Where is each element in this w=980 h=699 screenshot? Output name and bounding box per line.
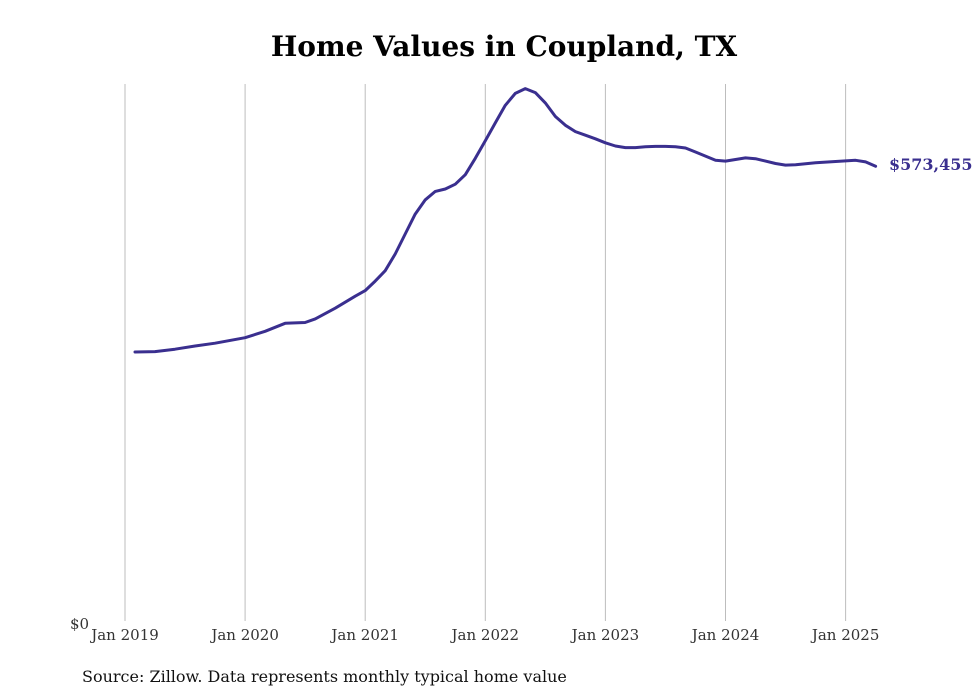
x-tick-label: Jan 2024	[690, 626, 760, 644]
x-tick-label: Jan 2020	[209, 626, 279, 644]
gridlines	[124, 84, 847, 621]
x-tick-label: Jan 2019	[89, 626, 159, 644]
x-tick-label: Jan 2025	[810, 626, 880, 644]
x-tick-labels: Jan 2019 Jan 2020 Jan 2021 Jan 2022 Jan 2023…	[89, 626, 879, 644]
last-value-label: $573,455	[889, 155, 973, 174]
x-tick-label: Jan 2021	[329, 626, 399, 644]
chart-title: Home Values in Coupland, TX	[270, 30, 738, 63]
source-note: Source: Zillow. Data represents monthly …	[82, 667, 567, 686]
series-line	[133, 87, 878, 354]
series-lines	[133, 87, 878, 354]
y-tick-label: $0	[70, 615, 89, 633]
x-tick-label: Jan 2022	[450, 626, 520, 644]
x-tick-label: Jan 2023	[570, 626, 640, 644]
data-labels: $573,455	[889, 155, 973, 174]
y-tick-labels: $0	[70, 615, 89, 633]
